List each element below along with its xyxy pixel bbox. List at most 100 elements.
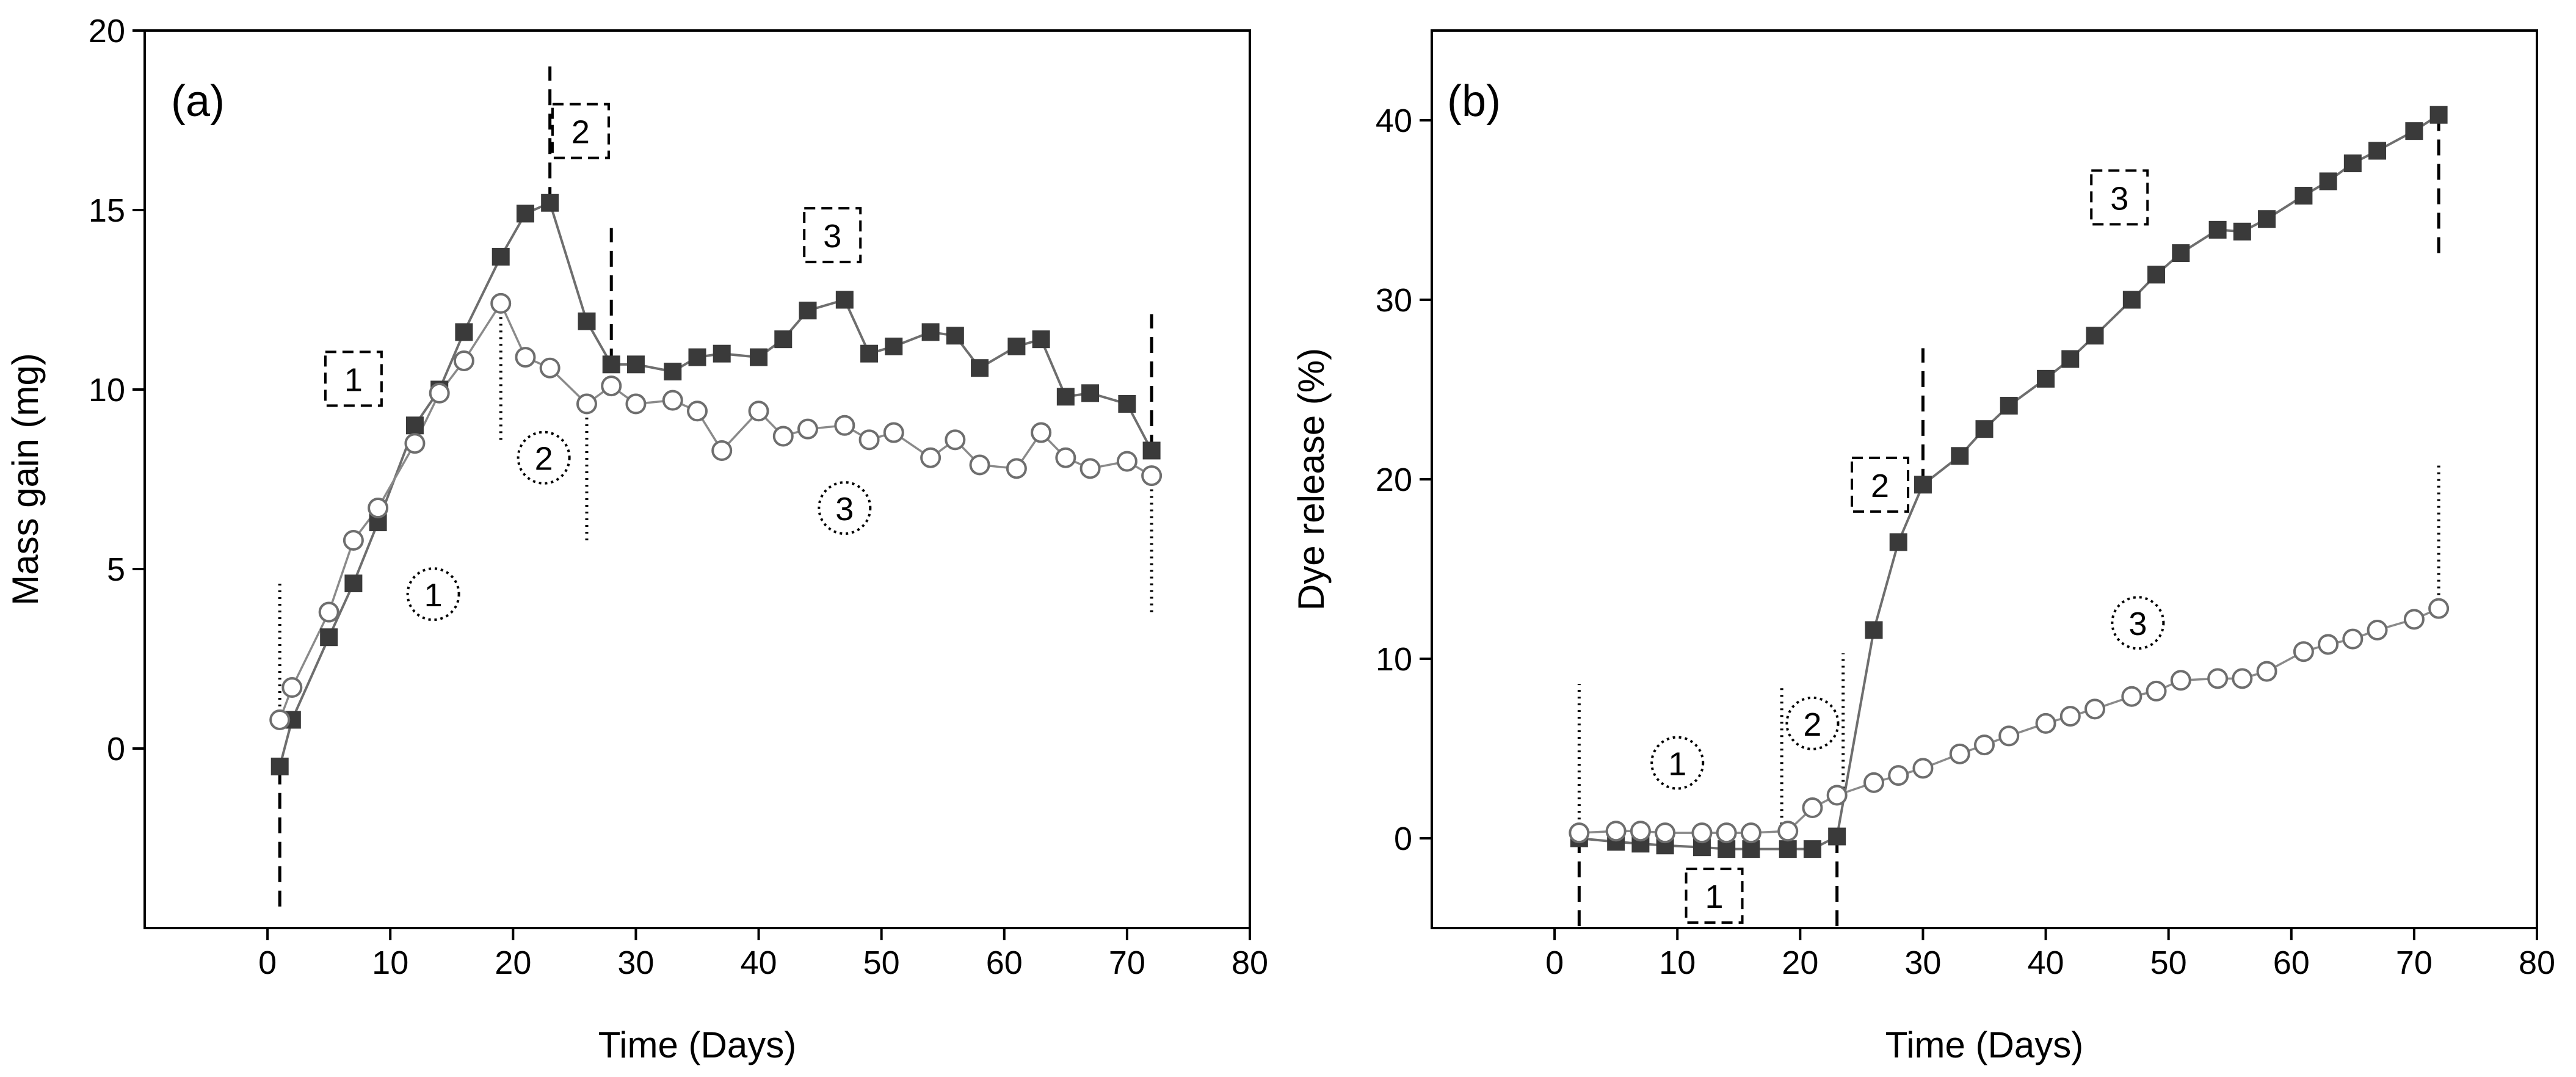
panel-a-y-tick-label: 5	[107, 551, 125, 588]
panel-a-circle-point	[662, 390, 683, 411]
panel-b-square-point	[2061, 350, 2080, 368]
panel-a-x-axis-label: Time (Days)	[598, 1024, 796, 1065]
panel-b-circle-point	[1605, 821, 1627, 842]
panel-b-square-point	[1742, 840, 1760, 858]
panel-a-circle-point	[1141, 465, 1163, 487]
phase-circle-outline	[818, 481, 872, 535]
phase-label-text: 2	[535, 441, 553, 477]
phase-label-text: 1	[424, 577, 443, 614]
panel-a-circle-point	[539, 357, 561, 379]
panel-b-square-point	[1889, 533, 1907, 551]
panel-a-square-point	[320, 628, 338, 647]
panel-a-square-point	[946, 327, 964, 345]
panel-a-phase-markers	[278, 66, 1153, 907]
panel-a-square-point	[860, 344, 879, 363]
panel-a-square-point	[750, 348, 768, 366]
panel-a-square-point	[971, 359, 989, 377]
panel-b-circle-point	[2428, 598, 2450, 619]
panel-b-x-tick-label: 30	[1904, 945, 1941, 981]
panel-b-circle-point	[1998, 725, 2020, 747]
panel-b-square-point	[1803, 840, 1821, 858]
panel-a-y-axis-label: Mass gain (mg)	[5, 353, 46, 605]
panel-a-square-point	[1056, 388, 1075, 406]
panel-b-circle-point	[1949, 743, 1970, 764]
panel-a-circle-point	[772, 426, 794, 447]
panel-a-x-tick-label: 10	[372, 945, 408, 981]
panel-a-circle-point	[281, 677, 303, 698]
panel-b-circle-series-line	[1579, 607, 2439, 834]
panel-b-x-tick-label: 20	[1782, 945, 1818, 981]
panel-b-circle-point	[1716, 822, 1737, 844]
panel-b-y-tick-label: 30	[1376, 282, 1412, 319]
panel-b-square-point	[1951, 447, 1969, 465]
panel-a-circle-point	[834, 415, 855, 436]
panel-b-x-axis-label: Time (Days)	[1885, 1024, 2083, 1065]
panel-a-square-point	[602, 355, 620, 374]
panel-a-y-tick-label: 15	[89, 192, 125, 229]
panel-a-circle-point	[1055, 447, 1076, 468]
panel-a-square-point	[1142, 441, 1161, 460]
panel-b-circle-point	[2256, 661, 2277, 682]
panel-b-circle-point	[1888, 765, 1909, 786]
phase-label-text: 3	[2110, 180, 2128, 217]
panel-b-circle-point	[1802, 797, 1823, 819]
panel-b-square-point	[2368, 142, 2387, 160]
panel-a-circle-point	[969, 454, 990, 476]
panel-a-mass-gain-chart: 0 10 20 30 40 50 60 70 80 0 5 10 15 20 1 2 3 1 2 3 (a) Tim…	[5, 13, 1268, 1065]
panel-a-plot-frame	[143, 29, 1251, 929]
panel-a-square-point	[492, 247, 510, 266]
panel-a-circle-point	[429, 382, 450, 404]
panel-a-circle-point	[368, 498, 389, 519]
panel-a-label: (a)	[171, 77, 225, 126]
phase-box-outline	[551, 103, 610, 159]
panel-a-square-point	[344, 575, 363, 593]
panel-a-circle-point	[625, 393, 647, 415]
phase-box-outline	[1851, 456, 1910, 513]
panel-b-square-point	[2122, 291, 2141, 309]
panel-a-circle-point	[797, 418, 818, 440]
panel-b-x-tick-label: 70	[2396, 945, 2433, 981]
panel-a-phase-box-1: 1	[324, 350, 383, 407]
panel-b-phase-circle-2: 2	[1785, 696, 1840, 750]
phase-circle-outline	[1650, 736, 1705, 790]
panel-b-circle-point	[1912, 758, 1934, 779]
panel-a-phase-circle-2: 2	[517, 430, 571, 485]
panel-b-y-tick-label: 0	[1394, 821, 1412, 857]
panel-b-label: (b)	[1447, 77, 1501, 126]
panel-b-circle-point	[2293, 641, 2314, 662]
panel-a-phase-box-3: 3	[803, 207, 862, 264]
panel-a-phase-labels: 1 2 3 1 2 3	[324, 103, 872, 622]
panel-b-square-point	[2208, 220, 2227, 239]
panel-a-series	[269, 194, 1163, 775]
panel-b-x-tick-label: 40	[2028, 945, 2064, 981]
panel-a-circle-series-line	[278, 301, 1152, 720]
panel-a-circle-point	[920, 447, 942, 468]
panel-a-x-tick-label: 0	[258, 945, 277, 981]
panel-a-circle-point	[490, 292, 512, 314]
panel-b-square-point	[2000, 396, 2018, 415]
panel-b-square-point	[2343, 154, 2362, 173]
panel-b-square-point	[2258, 210, 2276, 228]
phase-label-text: 3	[835, 491, 854, 528]
panel-b-square-point	[2319, 172, 2337, 190]
panel-a-x-tick-label: 20	[495, 945, 531, 981]
panel-a-square-point	[713, 344, 731, 363]
panel-b-square-point	[2037, 369, 2055, 388]
panel-a-x-tick-label: 70	[1109, 945, 1145, 981]
panel-a-square-point	[835, 291, 854, 309]
panel-b-ticks: 0 10 20 30 40 50 60 70 80 0 10 20 30 40	[1376, 103, 2555, 981]
panel-b-circle-point	[1826, 785, 1848, 806]
panel-a-circle-point	[858, 429, 880, 451]
phase-label-text: 1	[1705, 879, 1724, 915]
phase-box-outline	[803, 207, 862, 264]
panel-a-square-point	[921, 323, 940, 341]
panel-b-square-point	[1865, 621, 1883, 639]
panel-a-circle-point	[601, 375, 622, 397]
phase-label-text: 1	[1668, 746, 1686, 783]
panel-b-circle-point	[2084, 698, 2105, 720]
panel-b-y-axis-label: Dye release (%)	[1291, 348, 1332, 611]
phase-label-text: 3	[823, 218, 841, 255]
panel-b-y-tick-label: 40	[1376, 103, 1412, 139]
panel-a-circle-point	[453, 350, 474, 371]
panel-a-ticks: 0 10 20 30 40 50 60 70 80 0 5 10 15 20	[89, 13, 1268, 981]
